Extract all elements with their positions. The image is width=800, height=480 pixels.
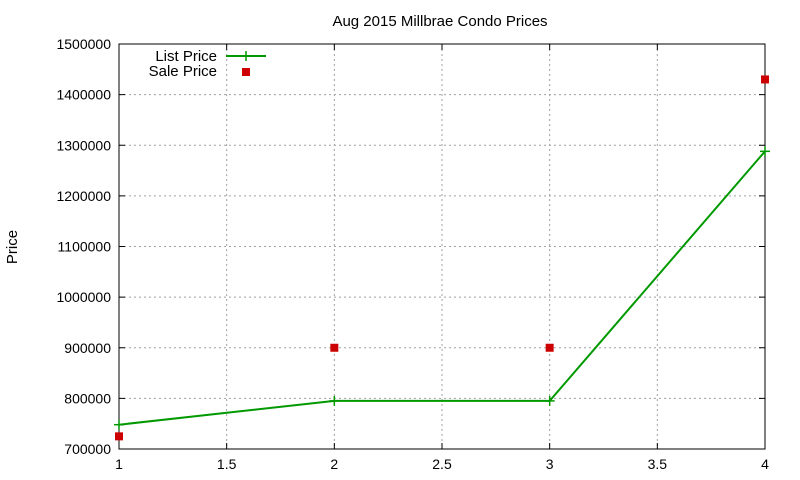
y-tick-label: 1200000	[56, 188, 111, 204]
list-price-point	[760, 146, 770, 157]
y-tick-label: 1500000	[56, 36, 111, 52]
x-tick-label: 2	[330, 456, 338, 472]
y-tick-label: 1300000	[56, 137, 111, 153]
list-price-line	[118, 150, 766, 426]
series-layer	[114, 75, 770, 441]
x-tick-label: 2.5	[432, 456, 452, 472]
y-tick-label: 1400000	[56, 87, 111, 103]
chart-title: Aug 2015 Millbrae Condo Prices	[332, 13, 547, 30]
sale-price-point	[115, 432, 123, 441]
x-tick-label: 4	[761, 456, 769, 472]
x-tick-label: 3	[546, 456, 554, 472]
axis-ticks: 700000 800000 900000 1000000 1100000 1200000 1…	[56, 36, 769, 472]
y-tick-label: 900000	[64, 340, 111, 356]
x-tick-label: 1.5	[217, 456, 237, 472]
legend-label-list-price: List Price	[155, 48, 217, 65]
list-price-point	[544, 395, 555, 406]
list-price-point	[114, 419, 124, 430]
x-tick-label: 1	[115, 456, 123, 472]
legend-marker-sale-price	[242, 68, 250, 76]
y-tick-label: 700000	[64, 441, 111, 457]
sale-price-point	[330, 343, 339, 352]
sale-price-point	[761, 75, 769, 84]
y-tick-label: 800000	[64, 390, 111, 406]
y-tick-label: 1100000	[58, 239, 112, 255]
legend-label-sale-price: Sale Price	[149, 63, 217, 80]
sale-price-point	[545, 343, 554, 352]
list-price-point	[329, 395, 340, 406]
grid	[119, 44, 765, 449]
plot-frame	[118, 43, 766, 450]
y-tick-label: 1000000	[56, 289, 111, 305]
y-axis-label: Price	[4, 230, 21, 264]
legend-marker-list-price	[241, 51, 251, 61]
x-tick-label: 3.5	[648, 456, 668, 472]
